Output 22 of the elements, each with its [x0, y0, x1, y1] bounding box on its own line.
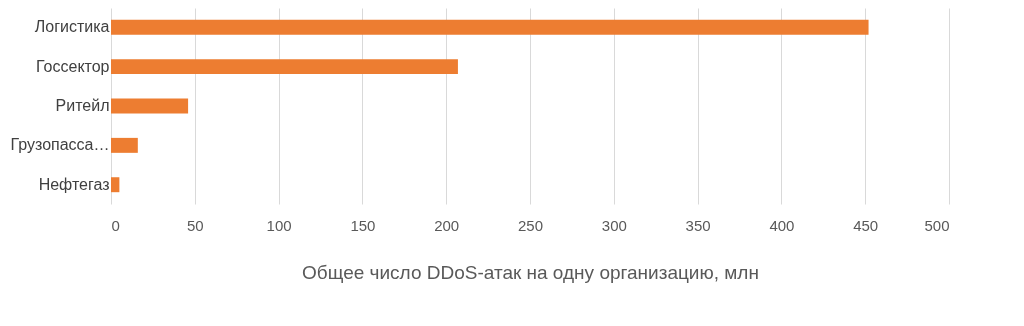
bar: [111, 59, 458, 75]
x-tick-label: 500: [924, 216, 950, 234]
x-tick-label: 100: [266, 216, 292, 234]
y-tick-label: Нефтегаз: [38, 175, 110, 193]
x-tick-label: 200: [434, 216, 460, 234]
x-tick-label: 0: [111, 216, 120, 234]
x-tick-label: 350: [685, 216, 711, 234]
bar: [111, 19, 869, 35]
bar: [111, 177, 120, 193]
x-tick-label: 450: [853, 216, 879, 234]
y-tick-label: Логистика: [34, 18, 110, 36]
y-tick-label: Ритейл: [55, 97, 110, 114]
bar: [111, 98, 189, 114]
y-tick-label: Грузопасса…: [10, 136, 110, 154]
bar: [111, 137, 138, 153]
y-tick-label: Госсектор: [35, 57, 110, 75]
x-axis-title: Общее число DDoS-атак на одну организацию, млн: [302, 261, 759, 283]
x-tick-label: 400: [769, 216, 795, 234]
x-tick-label: 250: [517, 216, 544, 234]
x-tick-label: 50: [186, 216, 204, 234]
x-tick-label: 300: [601, 216, 627, 234]
x-tick-label: 150: [350, 216, 376, 234]
